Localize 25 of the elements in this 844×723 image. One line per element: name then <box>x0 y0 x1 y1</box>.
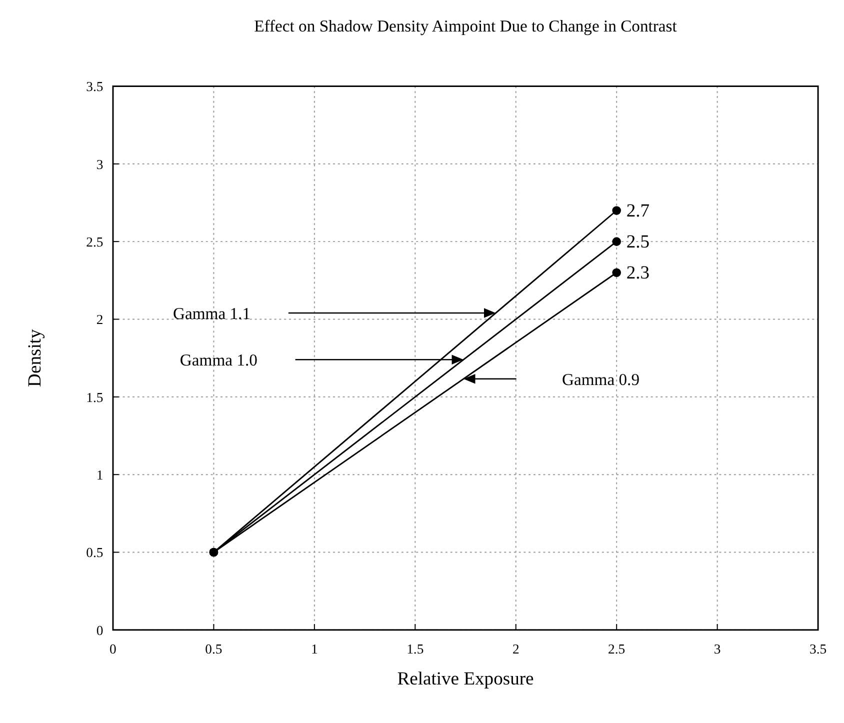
y-tick-label: 2.5 <box>86 234 104 250</box>
x-tick-label: 3 <box>714 641 721 656</box>
x-axis-title: Relative Exposure <box>397 668 534 690</box>
annotation: Gamma 0.9 <box>562 370 640 389</box>
x-tick-label: 2 <box>512 641 520 656</box>
y-tick-label: 1.5 <box>86 390 104 405</box>
x-tick-label: 1 <box>311 641 318 656</box>
y-tick-label: 0.5 <box>86 545 104 560</box>
data-label: 2.5 <box>626 231 650 252</box>
x-tick-label: 3.5 <box>809 641 827 656</box>
x-tick-label: 1.5 <box>406 641 424 656</box>
chart-title: Effect on Shadow Density Aimpoint Due to Change in Contrast <box>254 16 678 36</box>
y-tick-label: 3.5 <box>86 79 104 94</box>
y-tick-label: 3 <box>96 156 104 172</box>
y-tick-label: 0 <box>96 622 104 638</box>
x-tick-label: 2.5 <box>608 641 626 656</box>
annotation: Gamma 1.0 <box>180 350 258 370</box>
y-tick-label: 1 <box>96 467 104 482</box>
x-tick-label: 0.5 <box>205 641 222 656</box>
y-tick-label: 2 <box>96 312 104 328</box>
y-axis-title: Density <box>24 328 46 387</box>
x-tick-label: 0 <box>110 641 117 656</box>
data-label: 2.3 <box>626 262 650 284</box>
data-label: 2.7 <box>626 200 650 222</box>
annotation: Gamma 1.1 <box>173 304 251 323</box>
